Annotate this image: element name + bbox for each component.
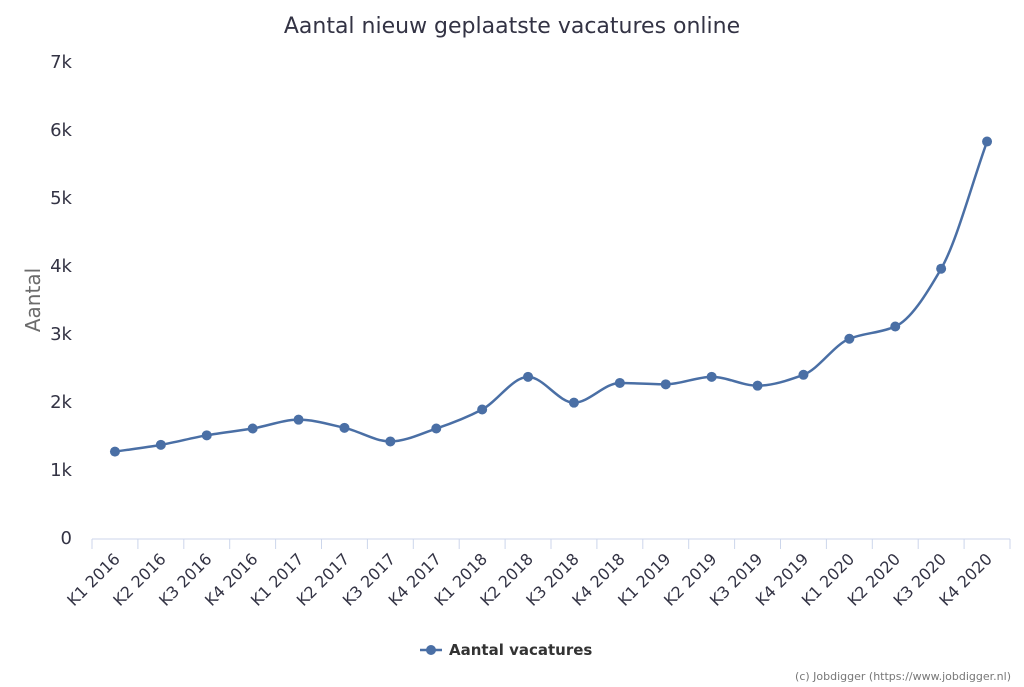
credits[interactable]: (c) Jobdigger (https://www.jobdigger.nl) [795, 670, 1011, 683]
y-tick-label: 4k [50, 256, 72, 277]
data-point[interactable] [109, 446, 120, 457]
y-tick-label: 3k [50, 324, 72, 345]
series-layer [109, 136, 993, 457]
data-point[interactable] [568, 397, 579, 408]
data-point[interactable] [660, 379, 671, 390]
data-point[interactable] [844, 333, 855, 344]
data-point[interactable] [706, 371, 717, 382]
data-point[interactable] [936, 263, 947, 274]
data-point[interactable] [614, 377, 625, 388]
data-point[interactable] [339, 422, 350, 433]
data-point[interactable] [477, 404, 488, 415]
data-point[interactable] [890, 321, 901, 332]
y-axis-ticks: 0 1k 2k 3k 4k 5k 6k 7k [50, 52, 72, 549]
y-tick-label: 2k [50, 392, 72, 413]
data-point[interactable] [752, 380, 763, 391]
y-axis-label: Aantal [21, 268, 45, 332]
data-point[interactable] [431, 423, 442, 434]
data-point[interactable] [201, 430, 212, 441]
chart-title: Aantal nieuw geplaatste vacatures online [284, 14, 740, 39]
legend-marker [426, 645, 436, 655]
y-tick-label: 7k [50, 52, 72, 73]
y-tick-label: 1k [50, 460, 72, 481]
data-point[interactable] [293, 414, 304, 425]
legend-label: Aantal vacatures [449, 641, 592, 659]
data-point[interactable] [982, 136, 993, 147]
data-point[interactable] [385, 436, 396, 447]
legend[interactable]: Aantal vacatures [420, 641, 592, 659]
data-point[interactable] [523, 371, 534, 382]
data-point[interactable] [155, 439, 166, 450]
y-tick-label: 0 [61, 528, 72, 549]
series-line [114, 141, 989, 453]
y-tick-label: 6k [50, 120, 72, 141]
y-tick-label: 5k [50, 188, 72, 209]
data-point[interactable] [798, 369, 809, 380]
data-point[interactable] [247, 423, 258, 434]
